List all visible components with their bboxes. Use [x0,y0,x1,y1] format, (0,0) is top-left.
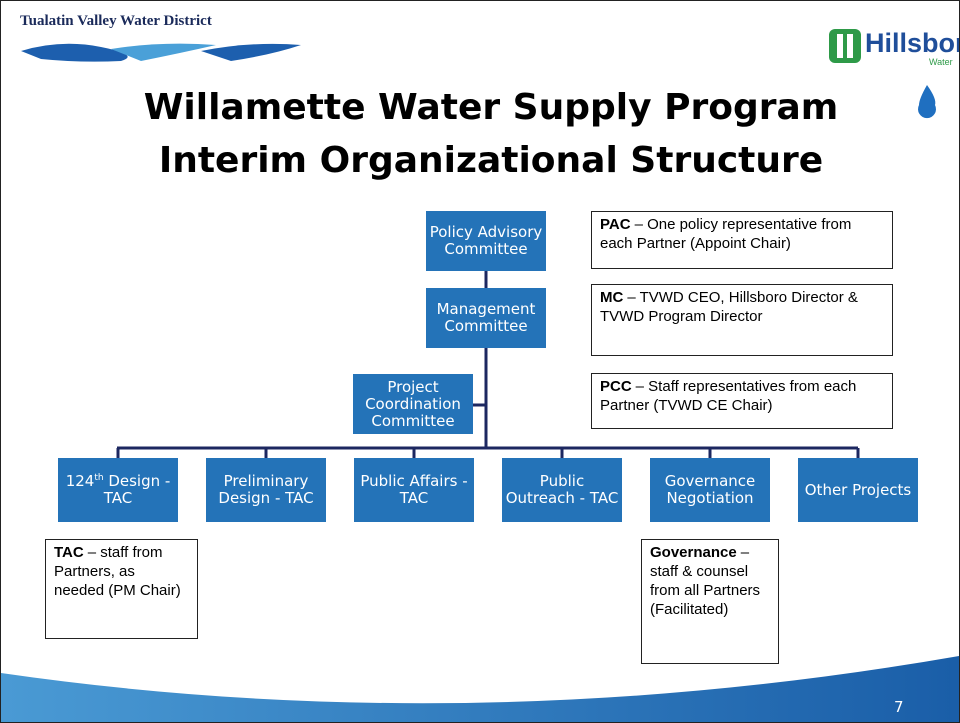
note-term: TAC [54,544,84,561]
left-logo: Tualatin Valley Water District [20,13,212,29]
logo-icon [837,34,843,58]
swoosh [21,43,128,62]
water-drop [918,85,936,119]
note-term: Governance [650,544,737,561]
logo-icon [847,34,853,58]
note-term: PCC [600,378,632,395]
note-term: MC [600,289,624,306]
org-node: Other Projects [798,458,918,522]
org-node: Management Committee [426,288,546,348]
note: TAC – staff from Partners, as needed (PM … [45,539,198,639]
node-label: Design - TAC [103,472,171,507]
note: MC – TVWD CEO, Hillsboro Director & TVWD … [591,284,893,356]
title-line: Willamette Water Supply Program [143,87,839,128]
footer-wave [1,656,959,722]
logo-icon [829,29,861,63]
node-label-sup: th [94,473,104,483]
org-node: Project Coordination Committee [353,374,473,434]
swoosh [201,43,301,61]
right-logo-sub: Water [929,57,953,67]
org-node: Preliminary Design - TAC [206,458,326,522]
title-line: Interim Organizational Structure [158,140,824,181]
note: PCC – Staff representatives from each Par… [591,373,893,429]
note-term: PAC [600,216,631,233]
org-node: Public Affairs - TAC [354,458,474,522]
note: PAC – One policy representative from each… [591,211,893,269]
note: Governance – staff & counsel from all Par… [641,539,779,664]
note-text: – One policy representative from each Pa… [600,216,852,252]
right-logo: Hillsboro [865,28,959,58]
node-label: 124 [65,472,95,490]
page-number: 7 [894,698,904,716]
org-node: Policy Advisory Committee [426,211,546,271]
org-node: Governance Negotiation [650,458,770,522]
connectors [116,271,860,458]
org-node: Public Outreach - TAC [502,458,622,522]
swoosh [111,43,216,61]
org-node: 124th Design - TAC [58,458,178,522]
note-text: – Staff representatives from each Partne… [600,378,857,414]
note-text: – staff from Partners, as needed (PM Cha… [54,544,181,599]
note-text: – staff & counsel from all Partners (Fac… [650,544,761,618]
note-text: – TVWD CEO, Hillsboro Director & TVWD Pr… [600,289,858,325]
